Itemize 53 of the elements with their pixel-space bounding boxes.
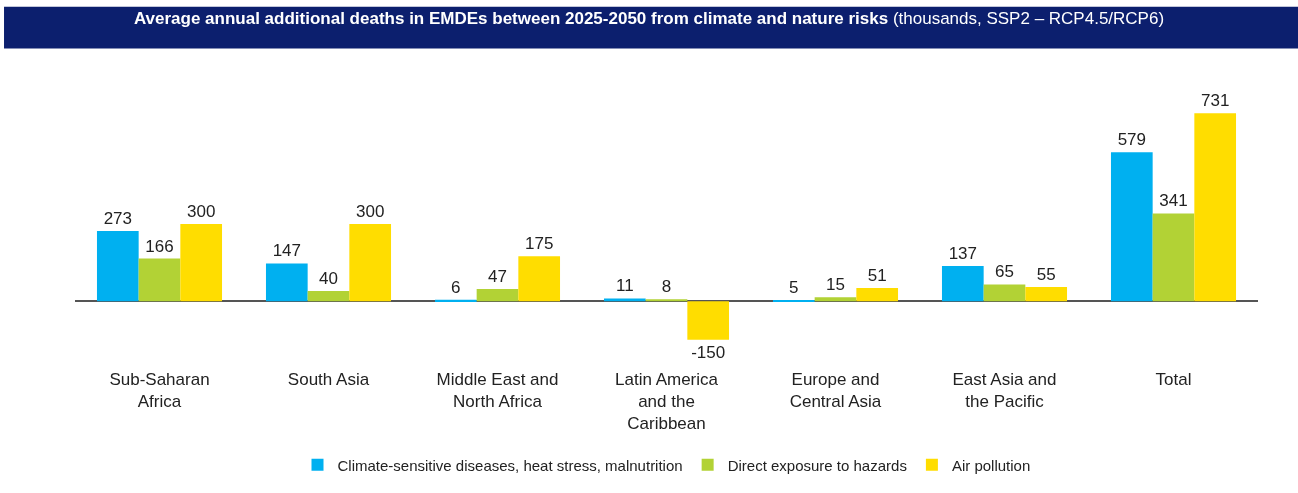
data-label: 175 [525,234,554,254]
bar [941,265,984,302]
data-label: 166 [145,236,174,256]
x-tick-label: Europe and Central Asia [789,370,882,412]
data-label: 5 [789,277,799,297]
data-label: 579 [1117,130,1146,150]
bar [1194,113,1237,302]
bar [687,301,730,340]
data-label: 137 [948,243,977,263]
x-tick-label: Sub-Saharan Africa [109,370,210,412]
data-label: 300 [187,202,216,222]
chart-title: Average annual additional deaths in EMDEs between 2025-2050 from climate and nature risks [133,8,889,28]
bar [645,299,688,302]
bar [983,284,1026,302]
data-label: 147 [272,241,301,261]
bar [772,299,815,302]
bar [349,224,392,302]
bar [518,256,561,302]
x-tick-label: Total [1155,370,1192,389]
legend-label: Climate-sensitive diseases, heat stress, malnutrition [337,456,683,474]
bar [265,263,308,302]
legend-label: Air pollution [951,456,1031,474]
bar [603,298,646,302]
bar [1152,213,1195,302]
bar [96,230,139,302]
legend-label: Direct exposure to hazards [727,456,907,474]
data-label: 341 [1159,191,1188,211]
bar [180,224,223,302]
data-label: 273 [103,208,132,228]
bar [476,289,519,302]
data-label: 11 [615,276,634,296]
x-tick-label: East Asia and the Pacific [952,370,1057,412]
bar [1025,287,1068,302]
bar [1110,152,1153,302]
x-tick-label: Middle East and North Africa [436,370,559,412]
bar [307,290,350,302]
bar [138,258,181,302]
data-label: -150 [691,342,726,362]
x-tick-label: South Asia [287,370,370,389]
chart-subtitle: (thousands, SSP2 – RCP4.5/RCP6) [892,8,1165,28]
bar [814,297,857,302]
data-label: 6 [451,277,461,297]
data-label: 51 [867,266,887,286]
data-label: 55 [1036,265,1056,285]
bar [856,288,899,302]
data-label: 47 [488,267,507,287]
x-tick-label: Latin America and the Caribbean [615,370,719,434]
data-label: 300 [356,202,385,222]
data-label: 8 [661,277,672,297]
data-label: 731 [1201,91,1230,111]
data-label: 40 [319,268,338,288]
data-label: 15 [826,275,845,295]
data-label: 65 [995,262,1014,282]
